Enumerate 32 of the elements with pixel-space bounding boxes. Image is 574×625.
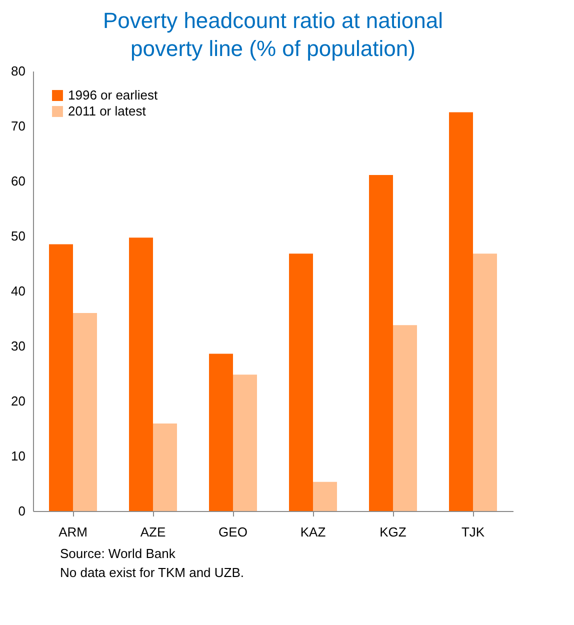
- bar: [233, 374, 257, 511]
- bar: [313, 482, 337, 511]
- bar: [49, 244, 73, 511]
- bar: [449, 112, 473, 511]
- y-tick-label: 50: [11, 228, 26, 244]
- x-tick-label: KGZ: [380, 524, 406, 540]
- legend-label: 1996 or earliest: [68, 88, 158, 102]
- y-tick-label: 20: [11, 394, 26, 408]
- bar: [473, 254, 497, 511]
- y-tick-label: 30: [11, 338, 26, 354]
- y-tick-label: 80: [11, 64, 26, 78]
- bar: [393, 325, 417, 511]
- legend-label: 2011 or latest: [68, 104, 146, 118]
- y-tick-label: 0: [18, 504, 26, 518]
- y-tick-label: 10: [11, 448, 26, 464]
- x-tick-label: GEO: [218, 524, 248, 540]
- source-note: Source: World Bank: [60, 545, 176, 563]
- x-tick-label: TJK: [461, 524, 485, 540]
- bar: [73, 313, 97, 511]
- x-tick-label: AZE: [140, 524, 166, 540]
- bar: [153, 424, 177, 511]
- x-tick-label: KAZ: [300, 524, 326, 540]
- text: No data exist for TKM and UZB.: [60, 564, 245, 582]
- bar: [129, 238, 153, 511]
- chart-title: Poverty headcount ratio at national poverty line (% of population): [102, 8, 444, 61]
- bar: [369, 174, 393, 511]
- x-tick-label: ARM: [58, 524, 88, 540]
- y-tick-label: 40: [11, 284, 26, 298]
- bar: [209, 354, 233, 511]
- bar: [289, 254, 313, 511]
- y-tick-label: 60: [11, 174, 26, 188]
- y-tick-label: 70: [11, 118, 26, 134]
